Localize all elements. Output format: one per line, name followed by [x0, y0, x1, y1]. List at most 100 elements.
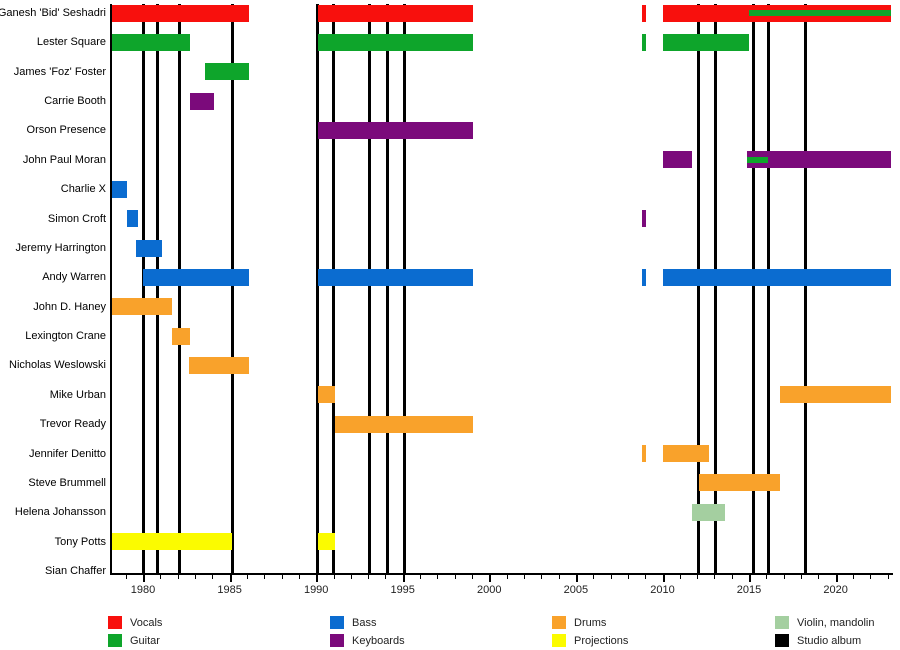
- member-label: Steve Brummell: [28, 476, 106, 489]
- timeline-bar-projections: [317, 533, 336, 551]
- legend-swatch-drums: [552, 616, 566, 629]
- timeline-bar-keyboards: [317, 122, 473, 139]
- studio-album-line: [803, 4, 807, 573]
- axis-tick-label: 2000: [477, 584, 502, 596]
- timeline-bar-bass: [126, 210, 138, 228]
- axis-tick-label: 1995: [390, 584, 415, 596]
- member-label: Sian Chaffer: [45, 565, 106, 578]
- member-label: Trevor Ready: [39, 418, 106, 431]
- timeline-bar-drums: [188, 356, 249, 374]
- axis-minor-tick: [852, 575, 854, 579]
- studio-album-line: [751, 4, 755, 573]
- studio-album-line: [713, 4, 717, 573]
- role-stripe-guitar: [747, 156, 769, 163]
- axis-minor-tick: [506, 575, 508, 579]
- timeline-bar-projections: [111, 533, 233, 551]
- axis-major-tick: [662, 575, 665, 582]
- studio-album-line: [385, 4, 389, 573]
- member-label: Charlie X: [60, 183, 106, 196]
- axis-major-tick: [316, 575, 319, 582]
- timeline-bar-drums: [111, 298, 173, 316]
- axis-minor-tick: [212, 575, 214, 579]
- timeline-bar-keyboards: [747, 151, 891, 169]
- axis-major-tick: [143, 575, 145, 582]
- axis-minor-tick: [801, 575, 802, 579]
- axis-major-tick: [489, 575, 492, 582]
- axis-major-tick: [575, 575, 578, 582]
- x-axis-line: [110, 573, 893, 575]
- axis-minor-tick: [125, 575, 127, 579]
- studio-album-line: [332, 4, 335, 573]
- member-label: Nicholas Weslowski: [9, 359, 106, 372]
- studio-album-line: [177, 4, 181, 573]
- axis-major-tick: [835, 575, 838, 582]
- timeline-bar-violin: [691, 503, 725, 521]
- member-label: Jennifer Denitto: [28, 447, 106, 460]
- timeline-bar-drums: [317, 386, 336, 404]
- axis-major-tick: [749, 575, 751, 582]
- axis-minor-tick: [818, 575, 820, 579]
- member-label: John D. Haney: [33, 300, 106, 313]
- timeline-bar-keyboards: [662, 151, 692, 169]
- axis-minor-tick: [627, 575, 629, 579]
- role-stripe-guitar: [749, 10, 891, 16]
- timeline-bar-bass: [136, 239, 163, 257]
- timeline-bar-bass: [111, 180, 128, 198]
- legend-swatch-keyboards: [330, 634, 344, 647]
- legend-swatch-violin: [775, 616, 789, 629]
- timeline-bar-guitar: [205, 63, 249, 81]
- studio-album-line: [316, 4, 320, 573]
- studio-album-line: [367, 4, 371, 573]
- legend-label-bass: Bass: [352, 617, 377, 629]
- axis-minor-tick: [887, 575, 889, 579]
- timeline-bar-bass: [143, 268, 249, 286]
- axis-minor-tick: [437, 575, 439, 579]
- axis-minor-tick: [177, 575, 179, 579]
- axis-minor-tick: [870, 575, 872, 579]
- axis-minor-tick: [714, 575, 716, 579]
- axis-minor-tick: [766, 575, 768, 579]
- timeline-bar-drums: [698, 474, 781, 492]
- axis-minor-tick: [368, 575, 370, 579]
- legend-swatch-guitar: [108, 634, 122, 647]
- axis-minor-tick: [195, 575, 196, 579]
- axis-minor-tick: [420, 575, 422, 579]
- axis-minor-tick: [645, 575, 647, 579]
- axis-major-tick: [402, 575, 405, 582]
- studio-album-line: [230, 4, 234, 573]
- legend-label-vocals: Vocals: [130, 617, 163, 629]
- axis-minor-tick: [350, 575, 352, 579]
- timeline-bar-vocals: [641, 4, 646, 22]
- axis-minor-tick: [454, 575, 456, 579]
- timeline-bar-bass: [317, 268, 473, 286]
- member-label: Lester Square: [36, 36, 106, 49]
- member-label: Lexington Crane: [25, 330, 106, 343]
- y-axis-line: [110, 4, 112, 573]
- axis-minor-tick: [610, 575, 612, 579]
- axis-minor-tick: [333, 575, 335, 579]
- axis-minor-tick: [472, 575, 473, 579]
- axis-major-tick: [229, 575, 232, 582]
- axis-minor-tick: [160, 575, 162, 579]
- axis-minor-tick: [783, 575, 785, 579]
- axis-minor-tick: [385, 575, 387, 579]
- member-label: Ganesh 'Bid' Seshadri: [0, 7, 106, 19]
- timeline-bar-guitar: [662, 33, 750, 51]
- axis-minor-tick: [679, 575, 681, 579]
- axis-tick-label: 1980: [130, 584, 156, 596]
- timeline-bar-bass: [641, 268, 646, 286]
- timeline-bar-keyboards: [641, 210, 646, 228]
- member-label: Simon Croft: [47, 212, 106, 225]
- axis-minor-tick: [731, 575, 733, 579]
- member-label: John Paul Moran: [22, 153, 106, 166]
- member-label: Helena Johansson: [14, 506, 106, 519]
- legend-swatch-vocals: [108, 616, 122, 629]
- member-label: Jeremy Harrington: [15, 241, 106, 254]
- axis-minor-tick: [593, 575, 595, 579]
- timeline-bar-guitar: [317, 33, 473, 51]
- timeline-bar-guitar: [111, 33, 190, 51]
- axis-tick-label: 2005: [563, 584, 589, 596]
- legend-label-guitar: Guitar: [130, 635, 160, 647]
- axis-minor-tick: [558, 575, 560, 579]
- member-label: Carrie Booth: [44, 95, 106, 108]
